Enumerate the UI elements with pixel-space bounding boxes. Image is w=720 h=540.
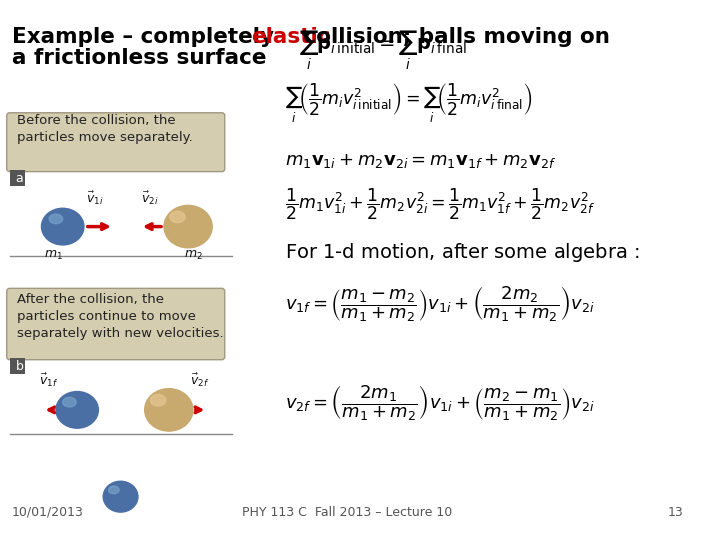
- Text: a frictionless surface: a frictionless surface: [12, 48, 266, 68]
- Ellipse shape: [63, 397, 76, 407]
- Ellipse shape: [49, 214, 63, 224]
- Text: For $1$-$\mathrm{d}$ motion, after some algebra :: For $1$-$\mathrm{d}$ motion, after some …: [284, 241, 639, 264]
- Text: Before the collision, the
particles move separately.: Before the collision, the particles move…: [17, 114, 193, 144]
- Ellipse shape: [170, 211, 185, 222]
- Text: $\vec{v}_{2f}$: $\vec{v}_{2f}$: [190, 372, 210, 389]
- Ellipse shape: [150, 394, 166, 406]
- Text: elastic: elastic: [251, 27, 330, 47]
- Text: $\sum_i \mathbf{p}_{i\,\mathrm{initial}} = \sum_i \mathbf{p}_{i\,\mathrm{final}}: $\sum_i \mathbf{p}_{i\,\mathrm{initial}}…: [299, 29, 467, 72]
- Ellipse shape: [164, 205, 212, 248]
- Text: Example – completely: Example – completely: [12, 27, 281, 47]
- Text: 13: 13: [667, 506, 683, 519]
- Text: 10/01/2013: 10/01/2013: [12, 506, 84, 519]
- Ellipse shape: [109, 486, 119, 494]
- Text: $v_{1f} = \left(\dfrac{m_1 - m_2}{m_1 + m_2}\right)v_{1i} + \left(\dfrac{2m_2}{m: $v_{1f} = \left(\dfrac{m_1 - m_2}{m_1 + …: [284, 285, 594, 324]
- Text: $\sum_i\!\left(\dfrac{1}{2}m_i v_{i\,\mathrm{initial}}^2\right) = \sum_i\!\left(: $\sum_i\!\left(\dfrac{1}{2}m_i v_{i\,\ma…: [284, 82, 533, 125]
- Text: $m_1$: $m_1$: [44, 249, 63, 262]
- FancyBboxPatch shape: [6, 288, 225, 360]
- Ellipse shape: [145, 389, 193, 431]
- Ellipse shape: [56, 392, 99, 428]
- Text: $\vec{v}_{1f}$: $\vec{v}_{1f}$: [39, 372, 58, 389]
- Text: a: a: [12, 172, 23, 185]
- Text: $v_{2f} = \left(\dfrac{2m_1}{m_1 + m_2}\right)v_{1i} + \left(\dfrac{m_2 - m_1}{m: $v_{2f} = \left(\dfrac{2m_1}{m_1 + m_2}\…: [284, 384, 594, 423]
- Text: b: b: [12, 360, 24, 373]
- Text: $m_1\mathbf{v}_{1i} + m_2\mathbf{v}_{2i} = m_1\mathbf{v}_{1f} + m_2\mathbf{v}_{2: $m_1\mathbf{v}_{1i} + m_2\mathbf{v}_{2i}…: [284, 152, 556, 170]
- FancyBboxPatch shape: [6, 113, 225, 172]
- Text: collision; balls moving on: collision; balls moving on: [296, 27, 610, 47]
- Text: $\dfrac{1}{2}m_1 v_{1i}^2 + \dfrac{1}{2}m_2 v_{2i}^2 = \dfrac{1}{2}m_1 v_{1f}^2 : $\dfrac{1}{2}m_1 v_{1i}^2 + \dfrac{1}{2}…: [284, 186, 595, 221]
- Ellipse shape: [42, 208, 84, 245]
- Text: $\vec{v}_{1i}$: $\vec{v}_{1i}$: [86, 190, 103, 207]
- Text: PHY 113 C  Fall 2013 – Lecture 10: PHY 113 C Fall 2013 – Lecture 10: [242, 506, 452, 519]
- Text: After the collision, the
particles continue to move
separately with new velociti: After the collision, the particles conti…: [17, 293, 224, 340]
- Text: $m_2$: $m_2$: [184, 249, 202, 262]
- Ellipse shape: [103, 481, 138, 512]
- Text: $\vec{v}_{2i}$: $\vec{v}_{2i}$: [141, 190, 158, 207]
